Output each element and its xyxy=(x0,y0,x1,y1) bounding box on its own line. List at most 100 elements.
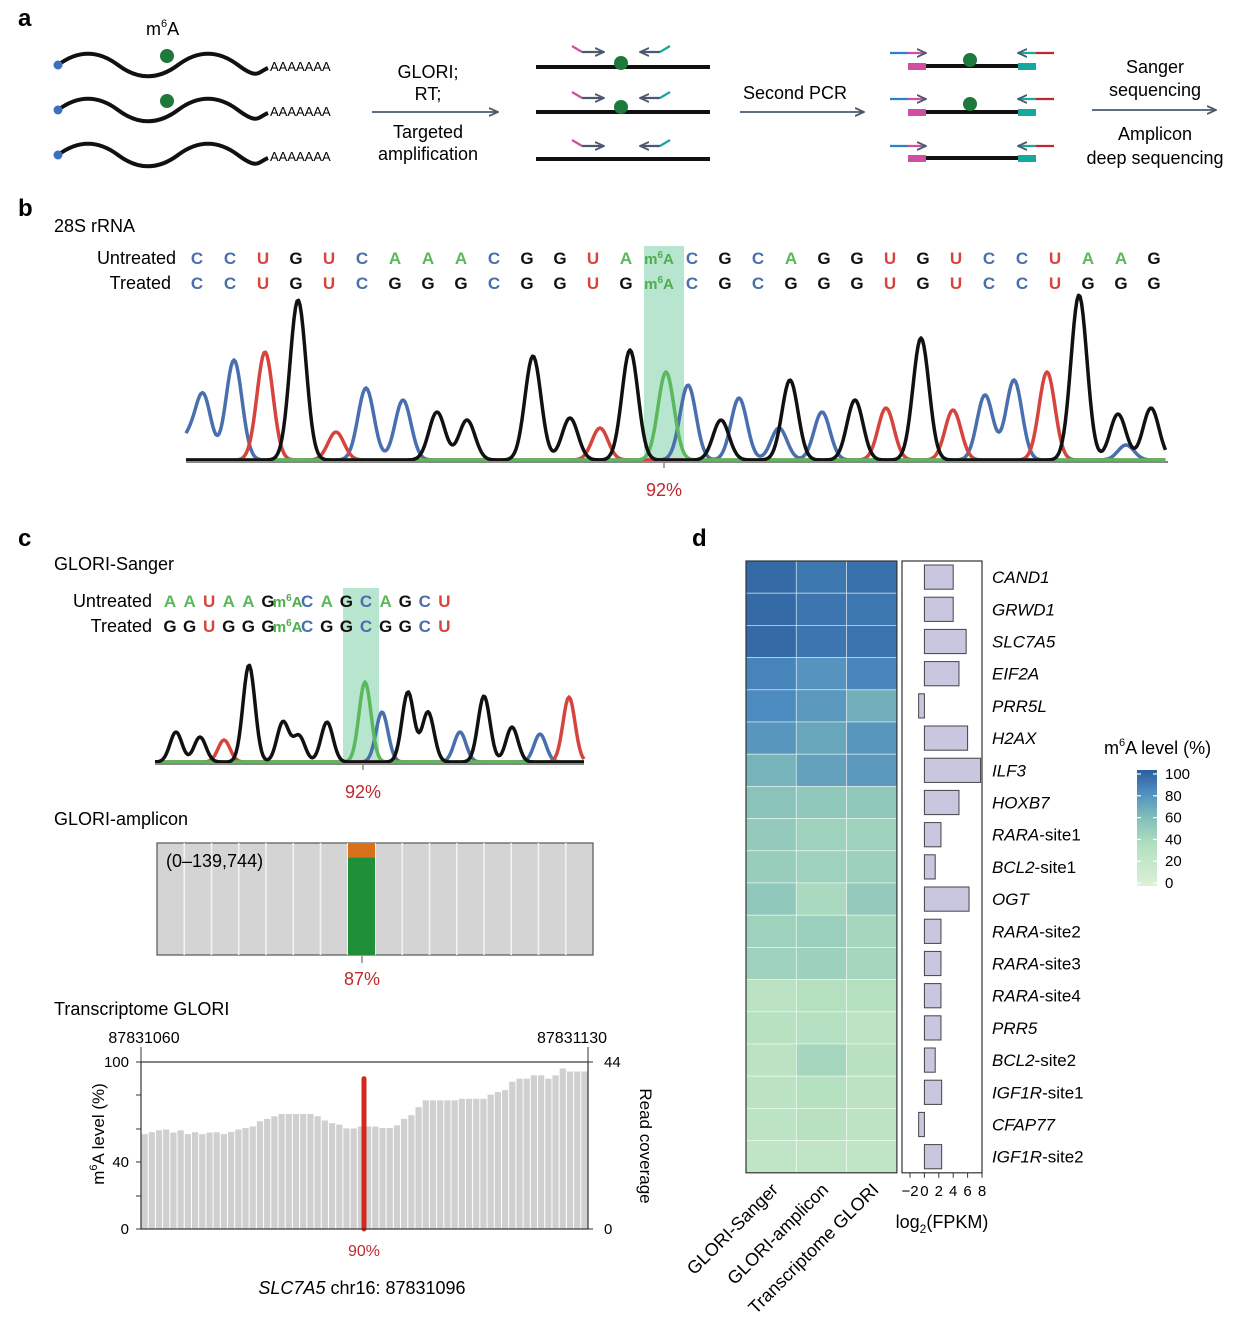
heatmap-cell xyxy=(846,657,898,691)
base-letter: G xyxy=(399,592,412,611)
color-legend: m6A level (%) 100 80 60 40 20 0 xyxy=(1104,737,1211,892)
base-letter: G xyxy=(1081,274,1094,293)
y-left-label: m6A level (%) xyxy=(88,1083,108,1185)
heatmap xyxy=(745,560,898,1174)
base-letter: G xyxy=(817,274,830,293)
rna-molecules: m6A AAAAAAA AAAAAAA AAAAAAA xyxy=(53,18,331,169)
base-letter: C xyxy=(360,617,372,636)
gene-site: -site2 xyxy=(1035,1051,1077,1070)
coverage-bar xyxy=(242,1128,249,1229)
untreated-label: Untreated xyxy=(97,248,176,268)
heatmap-cell xyxy=(846,882,898,916)
base-letter: G xyxy=(916,249,929,268)
coverage-bar xyxy=(163,1129,170,1229)
base-letter: C xyxy=(419,592,431,611)
second-pcr-products xyxy=(890,53,1054,162)
coverage-bar xyxy=(538,1075,545,1229)
panel-b-title: 28S rRNA xyxy=(54,216,135,236)
base-letter: G xyxy=(784,274,797,293)
heatmap-cell xyxy=(745,657,797,691)
sanger-title: GLORI-Sanger xyxy=(54,554,174,574)
coverage-bar xyxy=(559,1068,566,1229)
heatmap-cell xyxy=(846,1075,898,1109)
gene-name: RARA xyxy=(992,987,1039,1006)
gene-name: BCL2 xyxy=(992,858,1035,877)
gene-label: IGF1R-site2 xyxy=(992,1148,1084,1167)
base-letter: C xyxy=(356,274,368,293)
base-letter: U xyxy=(203,617,215,636)
transcriptome-title: Transcriptome GLORI xyxy=(54,999,229,1019)
heatmap-cell xyxy=(745,560,797,594)
gene-site: -site1 xyxy=(1035,858,1077,877)
heatmap-cell xyxy=(846,689,898,723)
base-letter: C xyxy=(224,274,236,293)
m6a-base: m6A xyxy=(644,250,674,268)
base-letter: C xyxy=(419,617,431,636)
coverage-bar xyxy=(451,1100,458,1229)
base-letter: G xyxy=(718,249,731,268)
heatmap-cell xyxy=(846,947,898,981)
base-letter: G xyxy=(520,249,533,268)
column-labels: GLORI-SangerGLORI-ampliconTranscriptome … xyxy=(683,1179,883,1317)
sanger-percent: 92% xyxy=(345,782,381,802)
gene-label: HOXB7 xyxy=(992,794,1050,813)
base-letter: G xyxy=(320,617,333,636)
coverage-bar xyxy=(206,1132,213,1229)
gene-label: IGF1R-site1 xyxy=(992,1083,1084,1102)
base-letter: G xyxy=(1147,249,1160,268)
y-left-tick-label: 100 xyxy=(104,1054,129,1071)
gene-label: RARA-site2 xyxy=(992,922,1081,941)
fpkm-bar xyxy=(918,1111,925,1138)
pcr-row1 xyxy=(890,53,1054,70)
step2-label: Second PCR xyxy=(743,83,847,103)
m6a-base: m6A xyxy=(644,275,674,293)
heatmap-cell xyxy=(795,592,847,626)
base-letter: C xyxy=(360,592,372,611)
base-letter: A xyxy=(1115,249,1127,268)
heatmap-cell xyxy=(846,625,898,659)
base-letter: A xyxy=(183,592,195,611)
cap-dot xyxy=(53,150,63,160)
coverage-bar xyxy=(155,1130,163,1229)
base-letter: G xyxy=(289,249,302,268)
coverage-bar xyxy=(228,1131,235,1229)
heatmap-cell xyxy=(846,721,898,755)
heatmap-cell xyxy=(745,753,797,787)
coverage-bar xyxy=(199,1134,206,1229)
base-letter: U xyxy=(884,274,896,293)
step3-bottom-1: Amplicon xyxy=(1118,124,1192,144)
coverage-bar xyxy=(220,1134,228,1229)
base-letter: C xyxy=(488,274,500,293)
legend-tick-label: 40 xyxy=(1165,831,1182,848)
gene-label: RARA-site4 xyxy=(992,987,1081,1006)
amplicon-range: (0–139,744) xyxy=(166,851,263,871)
heatmap-cell xyxy=(745,689,797,723)
heatmap-cell xyxy=(795,947,847,981)
amplicon-title: GLORI-amplicon xyxy=(54,809,188,829)
fpkm-bar xyxy=(923,1079,943,1105)
heatmap-cell xyxy=(795,1108,847,1142)
m6a-base: m6A xyxy=(273,593,303,611)
gene-name: PRR5 xyxy=(992,1019,1038,1038)
base-letter: G xyxy=(222,617,235,636)
coverage-bar xyxy=(480,1098,487,1229)
base-letter: C xyxy=(1016,249,1028,268)
modified-fraction-bar xyxy=(348,857,375,955)
base-letter: C xyxy=(488,249,500,268)
heatmap-cell xyxy=(795,657,847,691)
heatmap-cell xyxy=(846,914,898,948)
panel-d-letter: d xyxy=(692,525,707,552)
coverage-bar xyxy=(307,1113,314,1229)
heatmap-cell xyxy=(745,979,797,1013)
primers-row3 xyxy=(571,139,671,146)
fpkm-bar xyxy=(923,886,970,912)
coverage-bar xyxy=(350,1128,357,1229)
gene-name: EIF2A xyxy=(992,665,1039,684)
chromatogram xyxy=(184,293,1168,462)
coverage-bar xyxy=(509,1081,516,1229)
tx-percent: 90% xyxy=(348,1243,380,1260)
heatmap-cell xyxy=(795,818,847,852)
coverage-bar xyxy=(429,1100,437,1229)
